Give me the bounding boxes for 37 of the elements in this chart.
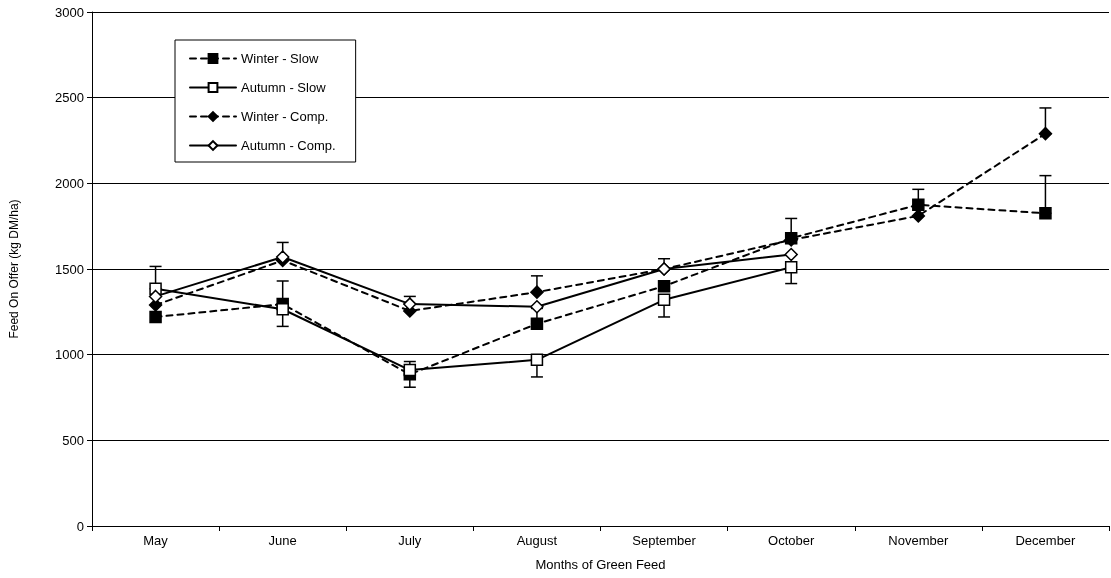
point	[657, 279, 671, 293]
x-tick-label: November	[888, 533, 949, 548]
x-axis-title: Months of Green Feed	[535, 557, 666, 572]
legend-label: Autumn - Comp.	[241, 138, 336, 153]
y-tick-label: 0	[76, 518, 84, 534]
point	[530, 353, 544, 367]
point	[530, 285, 544, 299]
legend-label: Autumn - Slow	[241, 80, 327, 95]
y-tick-label: 1000	[55, 347, 84, 363]
y-axis-title: Feed On Offer (kg DM/ha)	[7, 199, 21, 339]
x-tick-label: June	[268, 533, 297, 548]
point	[275, 250, 290, 264]
y-tick-label: 3000	[55, 4, 84, 20]
point	[912, 198, 925, 211]
point	[403, 363, 417, 377]
x-tick-label: May	[143, 533, 169, 548]
point	[148, 289, 163, 304]
point	[149, 310, 162, 324]
y-tick-label: 500	[62, 432, 84, 448]
point	[1039, 207, 1052, 220]
point	[1038, 126, 1053, 141]
point	[911, 209, 926, 223]
x-tick-label: October	[768, 533, 815, 548]
point	[784, 247, 798, 262]
x-tick-label: December	[1015, 533, 1077, 548]
legend-label: Winter - Comp.	[241, 109, 329, 124]
point	[657, 293, 671, 307]
x-tick-label: September	[632, 533, 697, 548]
y-tick-label: 2500	[55, 90, 84, 106]
point	[784, 261, 798, 274]
y-tick-label: 2000	[55, 175, 84, 191]
point	[403, 297, 417, 311]
legend-label: Winter - Slow	[241, 51, 319, 66]
y-tick-label: 1500	[55, 261, 84, 277]
x-tick-label: August	[516, 533, 558, 548]
point	[276, 303, 289, 316]
x-tick-label: July	[398, 533, 422, 548]
